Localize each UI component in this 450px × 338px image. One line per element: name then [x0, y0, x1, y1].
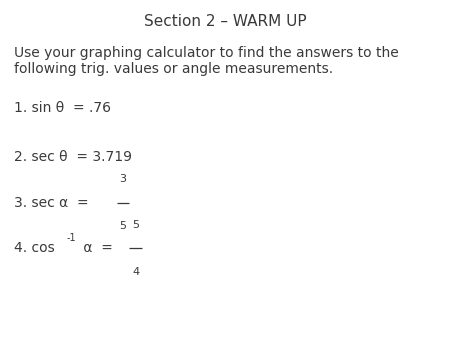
- Text: Use your graphing calculator to find the answers to the
following trig. values o: Use your graphing calculator to find the…: [14, 46, 398, 76]
- Text: 3: 3: [120, 174, 126, 184]
- Text: α  =: α =: [78, 241, 117, 256]
- Text: 2. sec θ  = 3.719: 2. sec θ = 3.719: [14, 150, 131, 164]
- Text: 5: 5: [120, 221, 126, 232]
- Text: Section 2 – WARM UP: Section 2 – WARM UP: [144, 14, 306, 28]
- Text: 3. sec α  =: 3. sec α =: [14, 196, 93, 210]
- Text: 1. sin θ  = .76: 1. sin θ = .76: [14, 101, 111, 115]
- Text: -1: -1: [66, 233, 76, 243]
- Text: 5: 5: [132, 220, 139, 230]
- Text: 4: 4: [132, 267, 139, 277]
- Text: 4. cos: 4. cos: [14, 241, 54, 256]
